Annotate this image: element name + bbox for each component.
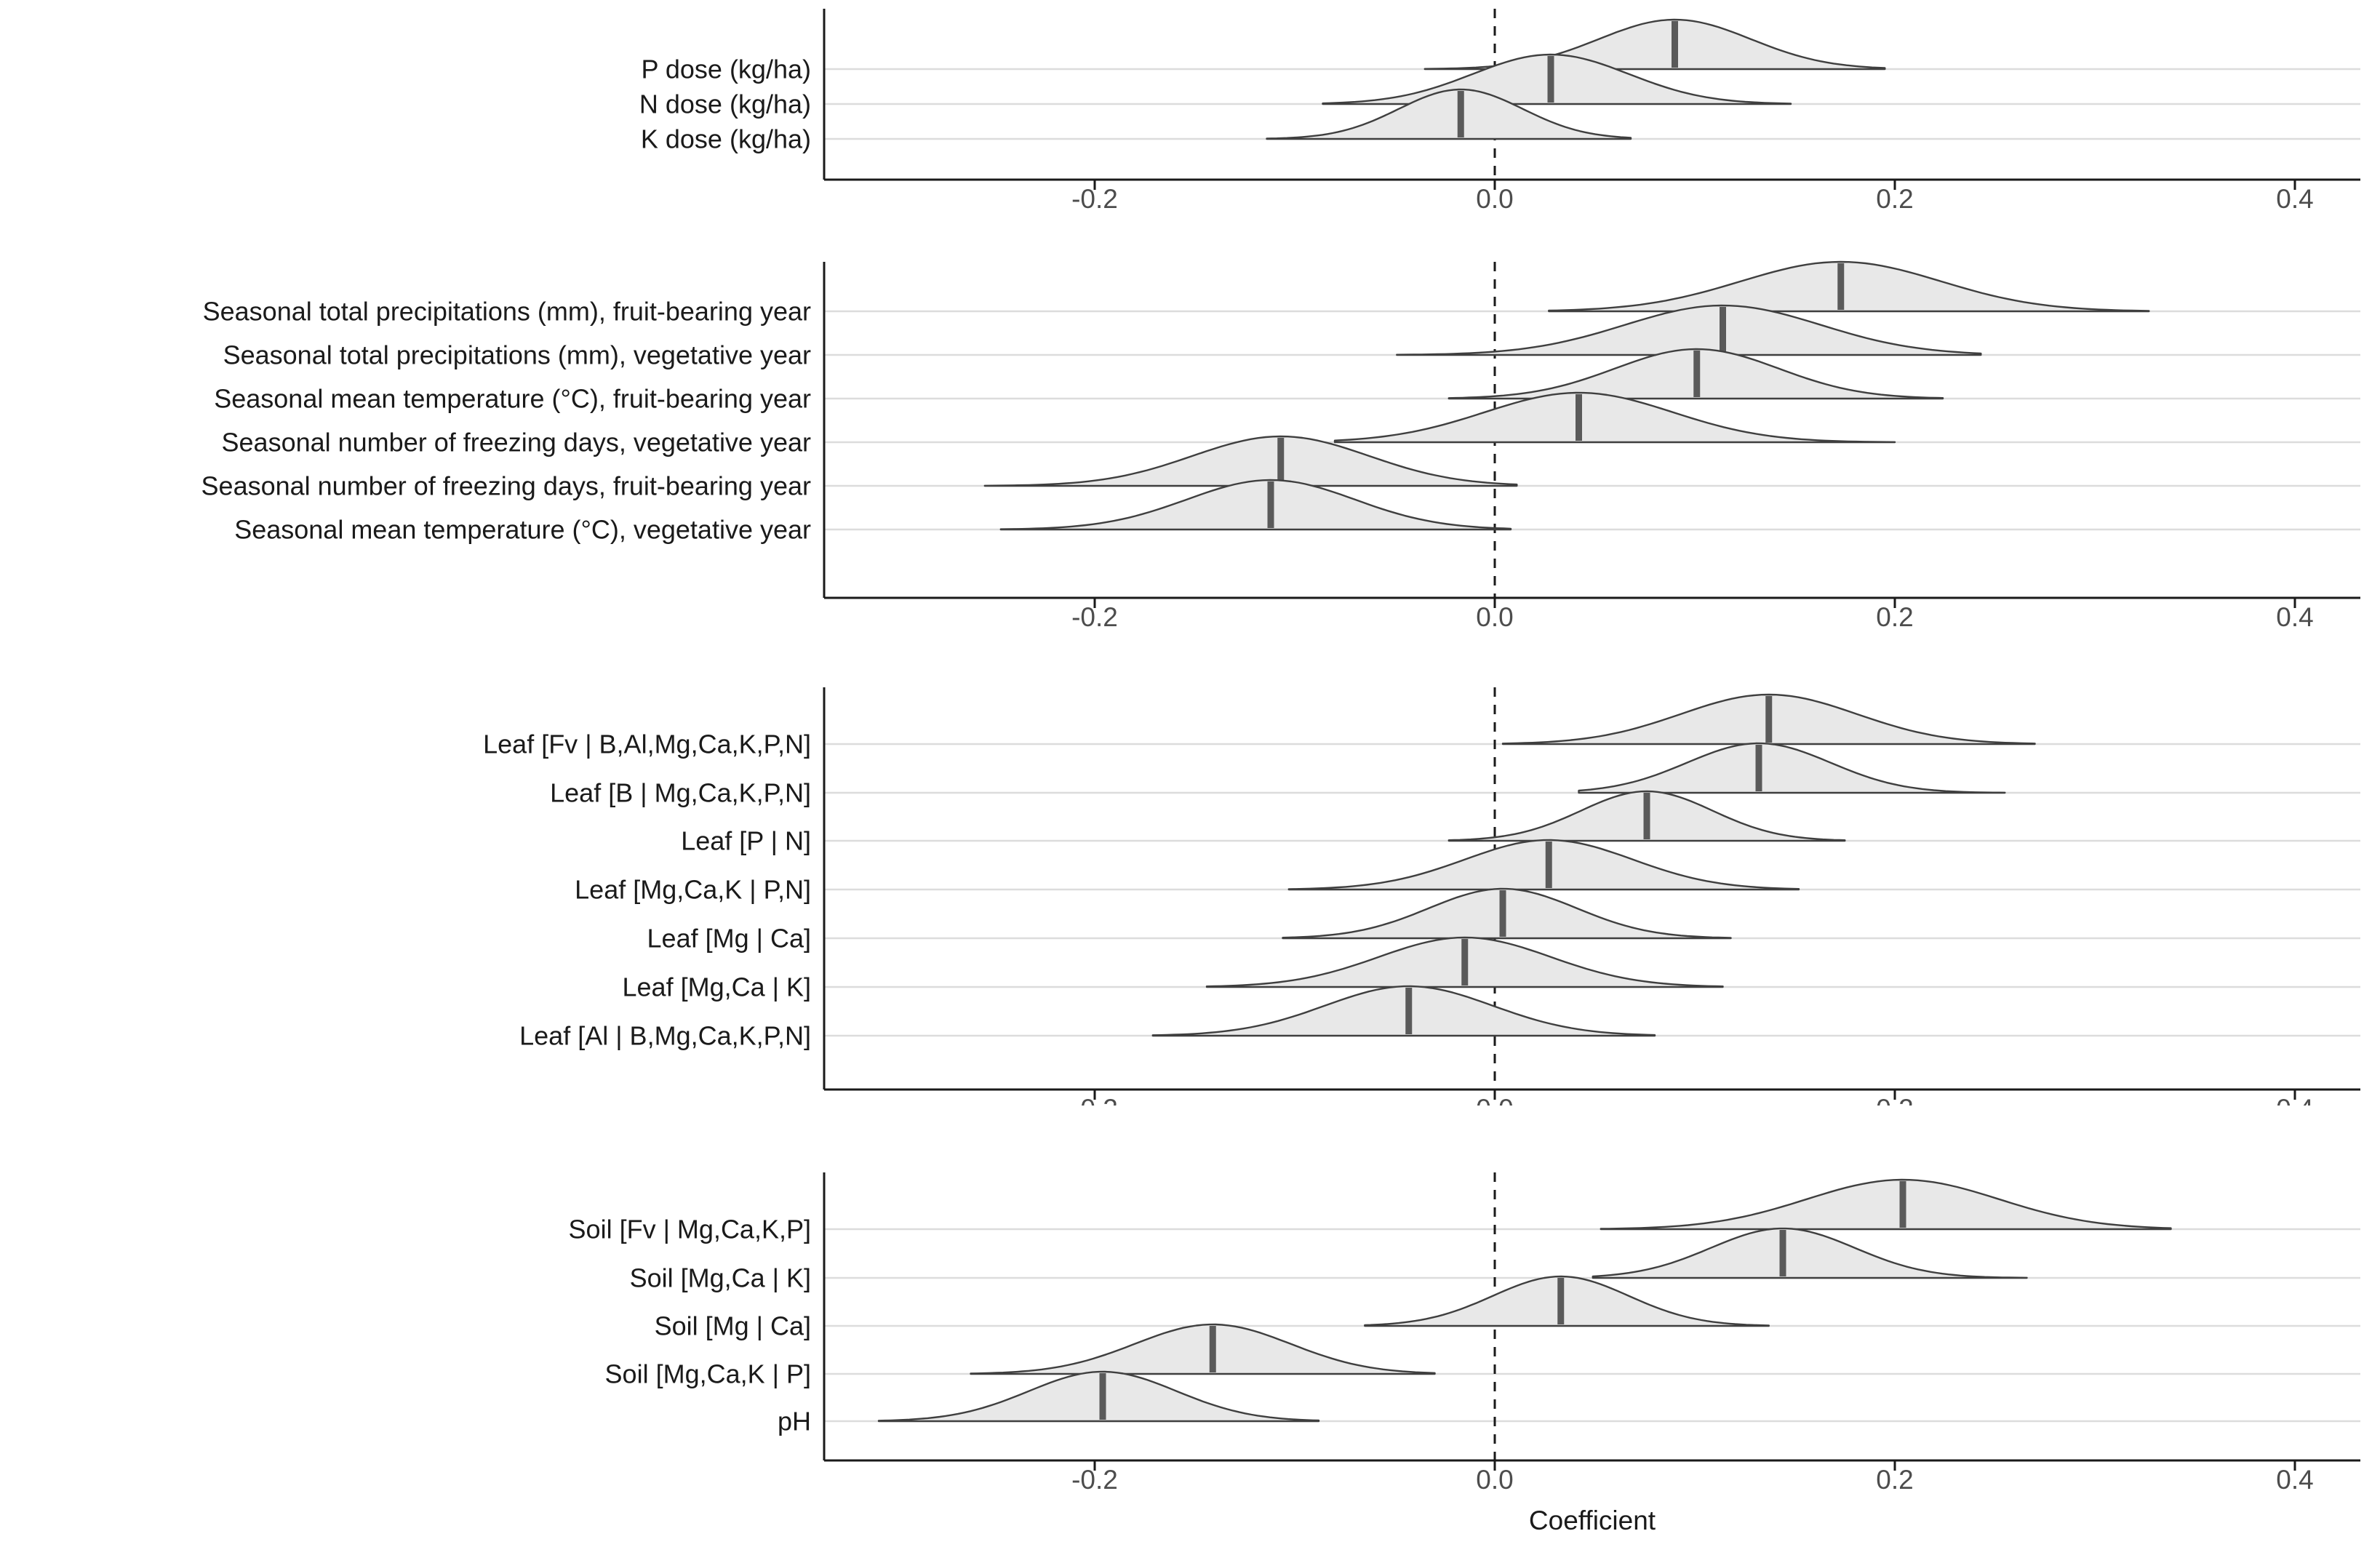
density-curve — [1151, 985, 1656, 1037]
x-tick-label: 0.0 — [1476, 1465, 1513, 1495]
panel-fertilization-doses: -0.2 0.0 0.2 0.4 P dose (kg/ha) N dose (kg/ha… — [639, 9, 2360, 214]
density-curve — [1578, 742, 2006, 794]
density-curve — [983, 435, 1518, 487]
x-tick-label: -0.2 — [1071, 184, 1118, 214]
density-curve — [1364, 1275, 1770, 1327]
category-label: Soil [Fv | Mg,Ca,K,P] — [569, 1215, 811, 1244]
density-curve — [1333, 391, 1896, 444]
density-curve — [1287, 839, 1800, 891]
x-tick-label: 0.4 — [2276, 602, 2313, 632]
category-label: N dose (kg/ha) — [639, 89, 811, 119]
x-tick-label: -0.2 — [1071, 602, 1118, 632]
density-curve — [970, 1323, 1436, 1375]
category-label: Soil [Mg,Ca | K] — [630, 1263, 811, 1293]
category-label: Soil [Mg,Ca,K | P] — [605, 1359, 811, 1389]
density-curve — [1548, 260, 2150, 313]
x-tick-label: 0.0 — [1476, 602, 1513, 632]
density-curve — [1282, 887, 1732, 940]
category-label: pH — [778, 1407, 811, 1436]
category-label: P dose (kg/ha) — [642, 55, 811, 84]
x-tick-label: 0.4 — [2276, 1465, 2313, 1495]
x-tick-label: 0.2 — [1876, 1465, 1913, 1495]
category-label: Leaf [Mg,Ca,K | P,N] — [575, 875, 811, 905]
x-tick-label: 0.4 — [2276, 1094, 2313, 1106]
density-curve — [999, 479, 1512, 531]
x-tick-label: -0.2 — [1071, 1465, 1118, 1495]
category-label: Seasonal mean temperature (°C), vegetati… — [234, 515, 811, 545]
category-label: Leaf [Mg | Ca] — [647, 924, 811, 954]
density-curve — [877, 1370, 1320, 1423]
category-label: Seasonal mean temperature (°C), fruit-be… — [214, 384, 811, 414]
x-tick-label: 0.0 — [1476, 1094, 1513, 1106]
category-label: K dose (kg/ha) — [641, 124, 811, 154]
category-label: Leaf [Fv | B,Al,Mg,Ca,K,P,N] — [483, 729, 811, 759]
x-tick-label: 0.2 — [1876, 184, 1913, 214]
x-tick-label: -0.2 — [1071, 1094, 1118, 1106]
panel-soil-nutrients: -0.2 0.0 0.2 0.4 Soil [Fv | Mg,Ca,K,P] Soil [… — [569, 1172, 2360, 1495]
category-label: Seasonal total precipitations (mm), frui… — [203, 297, 811, 327]
category-label: Seasonal number of freezing days, fruit-… — [201, 471, 811, 501]
x-tick-label: 0.4 — [2276, 184, 2313, 214]
category-label: Leaf [Al | B,Mg,Ca,K,P,N] — [519, 1021, 811, 1051]
x-tick-label: 0.2 — [1876, 1094, 1913, 1106]
x-axis-title: Coefficient — [1528, 1506, 1656, 1535]
panel-leaf-nutrients: -0.2 0.0 0.2 0.4 Leaf [Fv | B,Al,Mg,Ca,K,P,N… — [483, 687, 2360, 1106]
category-label: Seasonal total precipitations (mm), vege… — [223, 340, 811, 370]
category-label: Soil [Mg | Ca] — [655, 1311, 811, 1341]
panel-seasonal-climate: -0.2 0.0 0.2 0.4 Seasonal total precipitatio… — [201, 260, 2360, 632]
density-curve — [1396, 304, 1982, 356]
x-tick-label: 0.2 — [1876, 602, 1913, 632]
x-tick-label: 0.0 — [1476, 184, 1513, 214]
density-curve — [1266, 88, 1632, 140]
density-curve — [1600, 1178, 2172, 1231]
category-label: Leaf [P | N] — [681, 826, 811, 856]
category-label: Leaf [Mg,Ca | K] — [623, 972, 811, 1002]
category-label: Seasonal number of freezing days, vegeta… — [222, 428, 811, 457]
category-label: Leaf [B | Mg,Ca,K,P,N] — [550, 778, 811, 808]
density-curve — [1592, 1227, 2028, 1279]
